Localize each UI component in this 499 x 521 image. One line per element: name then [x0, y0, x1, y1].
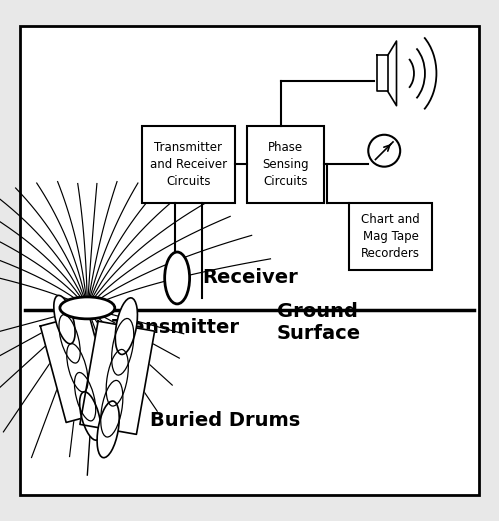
Circle shape — [368, 135, 400, 167]
Text: Chart and
Mag Tape
Recorders: Chart and Mag Tape Recorders — [361, 213, 420, 260]
Ellipse shape — [97, 401, 119, 457]
Text: Transmitter: Transmitter — [112, 318, 241, 338]
Polygon shape — [40, 313, 114, 423]
Text: Buried Drums: Buried Drums — [150, 411, 300, 430]
Ellipse shape — [80, 392, 101, 440]
Polygon shape — [80, 321, 155, 435]
Text: Receiver: Receiver — [202, 268, 298, 288]
FancyBboxPatch shape — [247, 126, 324, 203]
Ellipse shape — [54, 295, 75, 344]
FancyBboxPatch shape — [142, 126, 235, 203]
Polygon shape — [377, 55, 388, 91]
Ellipse shape — [115, 298, 137, 354]
Polygon shape — [388, 41, 397, 106]
Ellipse shape — [165, 252, 190, 304]
Text: Phase
Sensing
Circuits: Phase Sensing Circuits — [262, 141, 309, 188]
Ellipse shape — [60, 297, 115, 319]
FancyBboxPatch shape — [20, 26, 479, 495]
Text: Ground
Surface: Ground Surface — [277, 302, 361, 343]
FancyBboxPatch shape — [349, 203, 432, 270]
Text: Transmitter
and Receiver
Circuits: Transmitter and Receiver Circuits — [150, 141, 227, 188]
